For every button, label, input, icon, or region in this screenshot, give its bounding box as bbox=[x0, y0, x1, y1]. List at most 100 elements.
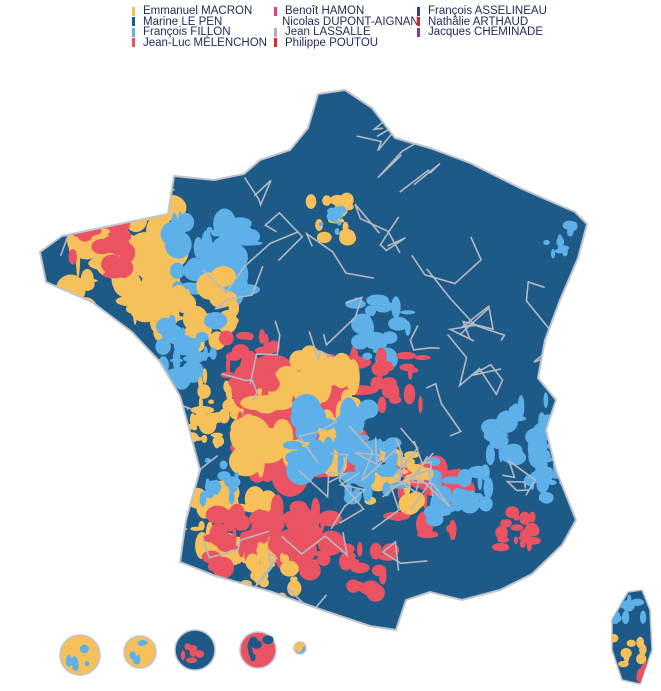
commune-area bbox=[491, 543, 510, 552]
department-border bbox=[48, 360, 100, 415]
commune-area bbox=[134, 236, 141, 269]
commune-area bbox=[169, 262, 185, 279]
department-border bbox=[446, 333, 498, 396]
commune-area bbox=[60, 198, 87, 212]
legend-swatch bbox=[132, 17, 135, 27]
commune-area bbox=[451, 487, 465, 512]
overseas-territory bbox=[59, 634, 101, 676]
department-border bbox=[308, 331, 335, 361]
commune-area bbox=[282, 440, 303, 450]
commune-area bbox=[205, 413, 218, 428]
commune-area bbox=[612, 633, 619, 643]
commune-area bbox=[502, 519, 512, 528]
commune-area bbox=[173, 334, 194, 356]
commune-area bbox=[251, 640, 263, 649]
commune-area bbox=[204, 312, 228, 330]
commune-area bbox=[245, 553, 260, 571]
commune-area bbox=[195, 331, 209, 343]
map-legend: Emmanuel MACRON Benoît HAMON François ASSE… bbox=[132, 6, 567, 48]
commune-area bbox=[253, 395, 279, 414]
department-border bbox=[329, 452, 365, 524]
commune-area bbox=[270, 494, 284, 520]
legend-swatch bbox=[417, 17, 420, 27]
commune-area bbox=[334, 228, 340, 236]
commune-area bbox=[164, 230, 192, 259]
commune-area bbox=[336, 205, 347, 214]
commune-area bbox=[263, 376, 280, 392]
commune-area bbox=[129, 651, 136, 660]
commune-area bbox=[127, 282, 163, 323]
commune-area bbox=[639, 610, 647, 624]
department-border bbox=[298, 420, 338, 464]
commune-area bbox=[263, 333, 269, 353]
commune-area bbox=[286, 455, 316, 485]
commune-area bbox=[377, 396, 387, 414]
department-border bbox=[40, 430, 75, 466]
legend-swatch bbox=[274, 27, 277, 37]
commune-area bbox=[468, 490, 476, 512]
legend-label: Emmanuel MACRON bbox=[143, 5, 253, 17]
commune-area bbox=[215, 415, 222, 423]
commune-area bbox=[80, 268, 94, 290]
commune-area bbox=[528, 511, 536, 523]
commune-area bbox=[225, 386, 233, 401]
commune-area bbox=[340, 397, 357, 425]
commune-area bbox=[441, 476, 466, 485]
legend-swatch bbox=[274, 6, 277, 16]
legend-item: Nathâlie ARTHAUD bbox=[417, 16, 567, 28]
commune-area bbox=[271, 418, 294, 457]
commune-area bbox=[446, 524, 457, 534]
corsica bbox=[611, 589, 653, 685]
commune-area bbox=[208, 399, 215, 405]
commune-area bbox=[518, 535, 532, 541]
commune-area bbox=[213, 208, 236, 239]
commune-area bbox=[434, 485, 452, 506]
commune-area bbox=[190, 313, 196, 325]
commune-area bbox=[195, 650, 205, 658]
legend-label: François FILLON bbox=[143, 26, 231, 38]
legend-swatch bbox=[132, 6, 135, 16]
department-border bbox=[471, 363, 504, 396]
department-border bbox=[379, 216, 406, 252]
commune-area bbox=[205, 510, 228, 515]
department-border bbox=[221, 373, 259, 402]
commune-area bbox=[306, 439, 327, 465]
commune-area bbox=[364, 305, 377, 317]
legend-item: Jean LASSALLE bbox=[274, 27, 417, 38]
commune-area bbox=[543, 239, 550, 246]
commune-area bbox=[181, 327, 186, 336]
department-border bbox=[410, 455, 451, 507]
commune-area bbox=[232, 526, 237, 549]
commune-area bbox=[201, 434, 208, 443]
commune-area bbox=[379, 467, 385, 478]
commune-area bbox=[391, 296, 401, 319]
commune-area bbox=[189, 352, 213, 358]
commune-area bbox=[361, 580, 381, 597]
commune-area bbox=[342, 221, 349, 233]
commune-area bbox=[543, 392, 549, 409]
commune-area bbox=[376, 347, 387, 366]
commune-area bbox=[562, 247, 568, 257]
commune-area bbox=[174, 217, 191, 232]
legend-label: François ASSELINEAU bbox=[428, 5, 547, 17]
commune-area bbox=[213, 532, 226, 540]
commune-area bbox=[228, 485, 238, 493]
commune-area bbox=[357, 542, 363, 557]
commune-area bbox=[322, 436, 334, 467]
commune-area bbox=[318, 222, 324, 227]
commune-area bbox=[262, 635, 274, 645]
legend-item: Marine LE PEN bbox=[132, 15, 274, 28]
commune-area bbox=[210, 266, 236, 287]
department-border bbox=[572, 523, 587, 567]
commune-area bbox=[339, 552, 353, 571]
commune-area bbox=[193, 244, 209, 252]
commune-area bbox=[350, 562, 370, 574]
legend-item: Benoît HAMON bbox=[274, 6, 417, 17]
commune-area bbox=[71, 656, 78, 665]
department-border bbox=[330, 472, 367, 530]
legend-label: Marine LE PEN bbox=[143, 15, 223, 28]
commune-area bbox=[374, 301, 390, 312]
legend-label: Philippe POUTOU bbox=[285, 36, 379, 49]
legend-label: Jean-Luc MÉLENCHON bbox=[143, 36, 267, 49]
